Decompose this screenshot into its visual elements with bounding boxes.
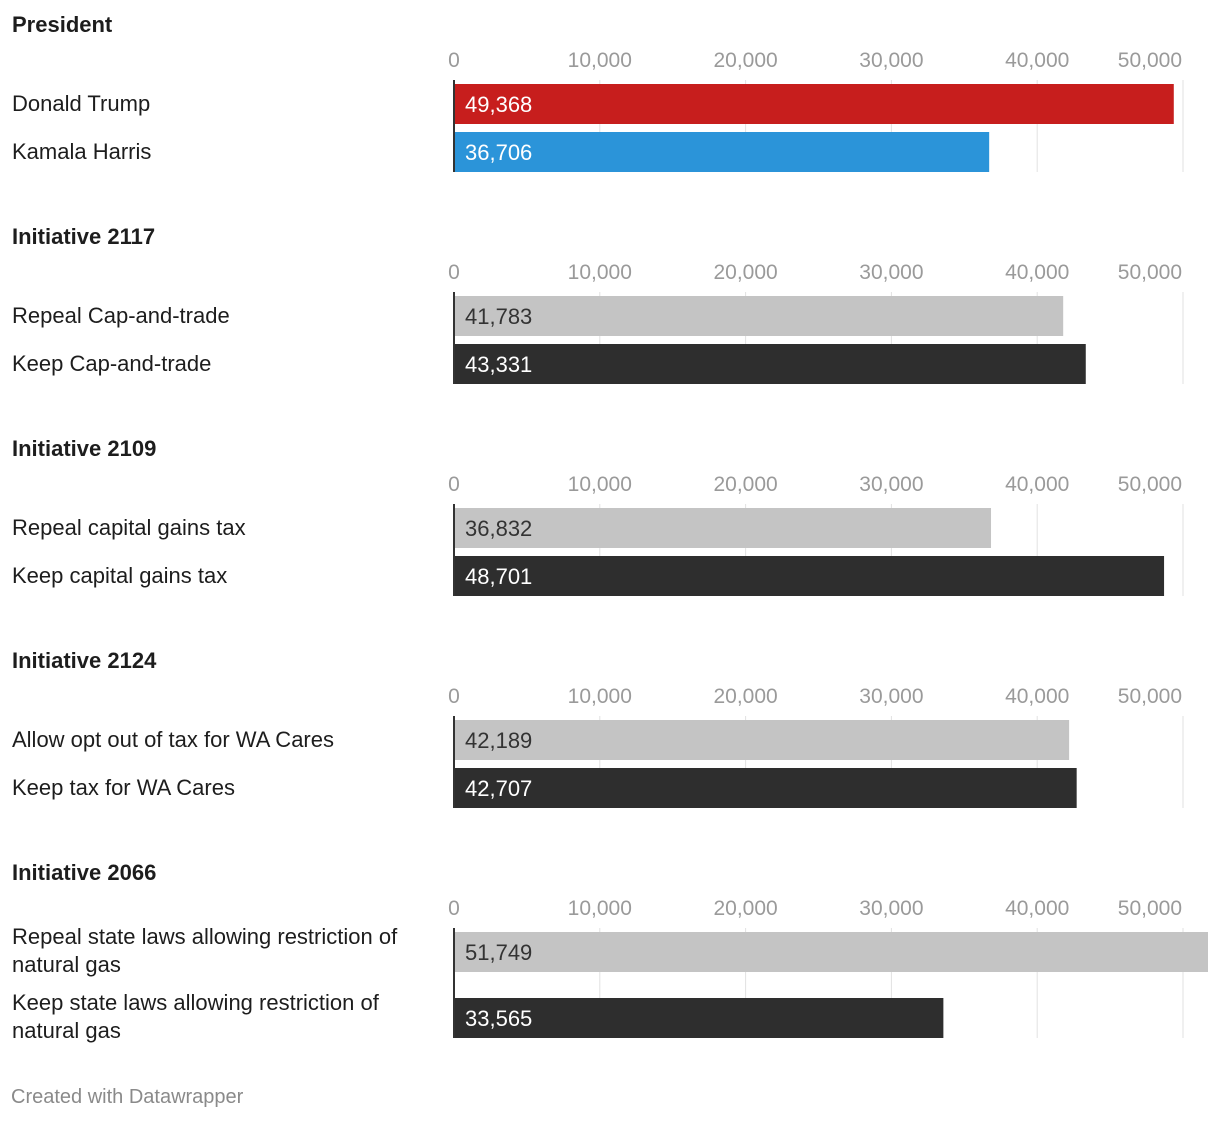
category-label: Allow opt out of tax for WA Cares [12, 727, 334, 752]
category-label: Keep Cap-and-trade [12, 351, 211, 376]
bar [454, 720, 1070, 760]
x-tick-label: 0 [448, 473, 460, 496]
footer-credit: Created with Datawrapper [11, 1086, 244, 1108]
bar [454, 998, 944, 1038]
panel-4: Initiative 2066 0 10,000 20,000 30,000 40,000… [12, 860, 1208, 1043]
x-tick-label: 50,000 [1118, 261, 1182, 284]
bar [454, 508, 992, 548]
bar [454, 344, 1086, 384]
category-label: Kamala Harris [12, 139, 151, 164]
x-tick-label: 50,000 [1118, 685, 1182, 708]
x-tick-label: 30,000 [859, 685, 923, 708]
x-tick-label: 20,000 [713, 685, 777, 708]
x-tick-label: 40,000 [1005, 49, 1069, 72]
panel-title: Initiative 2066 [12, 860, 156, 885]
panel-title: Initiative 2124 [12, 648, 157, 673]
panel-3: Initiative 2124 0 10,000 20,000 30,000 40,000… [12, 648, 1184, 808]
x-tick-label: 0 [448, 49, 460, 72]
category-label: Keep capital gains tax [12, 563, 227, 588]
category-label: Donald Trump [12, 91, 150, 116]
panel-title: Initiative 2117 [12, 224, 155, 249]
category-label: Keep state laws allowing restriction of [12, 990, 380, 1015]
bar-value-label: 33,565 [465, 1006, 532, 1031]
x-tick-label: 40,000 [1005, 685, 1069, 708]
x-tick-label: 0 [448, 261, 460, 284]
panel-1: Initiative 2117 0 10,000 20,000 30,000 40,000… [12, 224, 1184, 384]
category-label: Repeal state laws allowing restriction o… [12, 924, 398, 949]
panel-title: President [12, 12, 113, 37]
bar-value-label: 49,368 [465, 92, 532, 117]
category-label: natural gas [12, 1018, 121, 1043]
x-tick-label: 30,000 [859, 261, 923, 284]
bar [454, 84, 1174, 124]
bar-value-label: 41,783 [465, 304, 532, 329]
category-label: Keep tax for WA Cares [12, 775, 235, 800]
bar-value-label: 51,749 [465, 940, 532, 965]
x-tick-label: 30,000 [859, 49, 923, 72]
x-tick-label: 50,000 [1118, 473, 1182, 496]
x-tick-label: 20,000 [713, 897, 777, 920]
x-tick-label: 20,000 [713, 473, 777, 496]
x-tick-label: 40,000 [1005, 261, 1069, 284]
x-tick-label: 10,000 [568, 685, 632, 708]
bar-value-label: 42,189 [465, 728, 532, 753]
x-tick-label: 10,000 [568, 261, 632, 284]
x-tick-label: 30,000 [859, 897, 923, 920]
bar-value-label: 36,832 [465, 516, 532, 541]
x-tick-label: 0 [448, 685, 460, 708]
bar [454, 932, 1208, 972]
bar [454, 132, 990, 172]
bar [454, 296, 1064, 336]
panel-0: President 0 10,000 20,000 30,000 40,000 50,000… [12, 12, 1184, 172]
category-label: Repeal capital gains tax [12, 515, 246, 540]
bar-value-label: 43,331 [465, 352, 532, 377]
bar [454, 768, 1077, 808]
x-tick-label: 10,000 [568, 49, 632, 72]
x-tick-label: 20,000 [713, 261, 777, 284]
x-tick-label: 50,000 [1118, 897, 1182, 920]
x-tick-label: 40,000 [1005, 897, 1069, 920]
x-tick-label: 50,000 [1118, 49, 1182, 72]
category-label: Repeal Cap-and-trade [12, 303, 230, 328]
x-tick-label: 0 [448, 897, 460, 920]
bar-value-label: 42,707 [465, 776, 532, 801]
panel-title: Initiative 2109 [12, 436, 156, 461]
category-label: natural gas [12, 952, 121, 977]
panel-2: Initiative 2109 0 10,000 20,000 30,000 40,000… [12, 436, 1184, 596]
x-tick-label: 10,000 [568, 897, 632, 920]
bar-value-label: 48,701 [465, 564, 532, 589]
x-tick-label: 40,000 [1005, 473, 1069, 496]
x-tick-label: 10,000 [568, 473, 632, 496]
x-tick-label: 30,000 [859, 473, 923, 496]
bar [454, 556, 1165, 596]
bar-value-label: 36,706 [465, 140, 532, 165]
x-tick-label: 20,000 [713, 49, 777, 72]
